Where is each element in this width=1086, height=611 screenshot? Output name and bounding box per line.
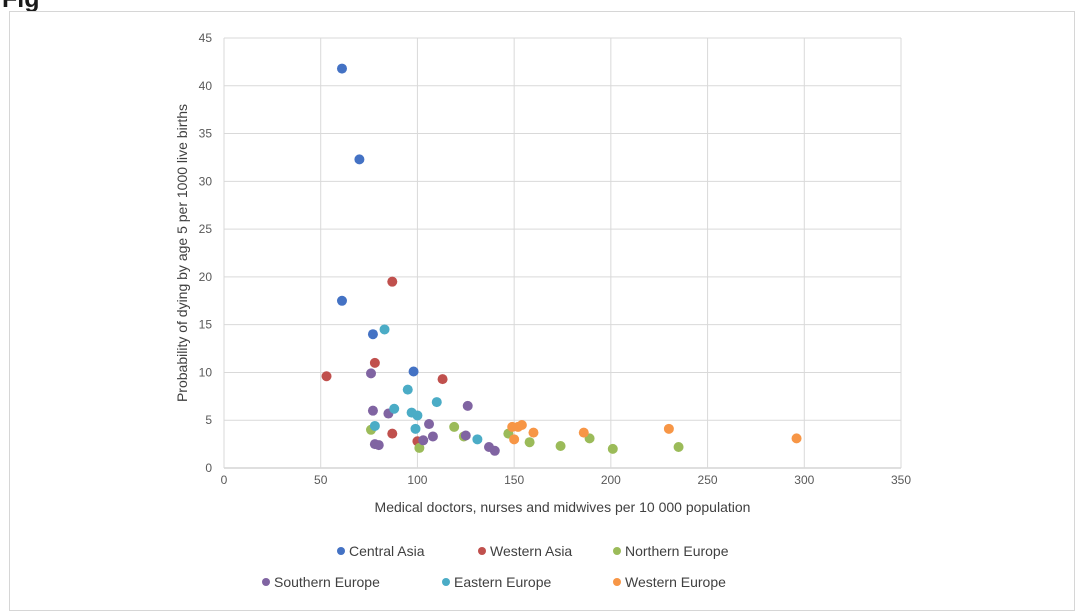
point-eastern-europe [472, 434, 483, 445]
legend-label: Eastern Europe [454, 574, 551, 590]
x-tick-label: 200 [601, 473, 621, 487]
y-tick-labels: 0 5 10 15 20 25 30 35 40 45 [199, 31, 213, 475]
point-western-europe [516, 420, 527, 430]
y-tick-label: 45 [199, 31, 213, 45]
point-eastern-europe [410, 423, 421, 434]
x-tick-label: 300 [794, 473, 814, 487]
point-central-asia [354, 154, 365, 165]
point-western-europe [509, 434, 520, 445]
data-points [321, 63, 802, 456]
y-tick-label: 10 [199, 365, 213, 379]
legend-item-western-asia: Western Asia [478, 543, 572, 559]
point-southern-europe [424, 419, 435, 430]
point-northern-europe [449, 421, 460, 432]
x-tick-label: 350 [891, 473, 911, 487]
point-eastern-europe [379, 324, 390, 335]
y-tick-label: 40 [199, 79, 213, 93]
point-central-asia [336, 295, 347, 306]
legend-item-eastern-europe: Eastern Europe [442, 574, 551, 590]
x-tick-label: 50 [314, 473, 328, 487]
point-northern-europe [673, 441, 684, 452]
legend-label: Western Europe [625, 574, 726, 590]
legend-label: Western Asia [490, 543, 572, 559]
point-southern-europe [367, 405, 378, 416]
figure-title: Fig [2, 0, 40, 12]
point-western-europe [791, 433, 802, 444]
point-eastern-europe [412, 410, 423, 421]
legend-marker [442, 578, 450, 586]
y-tick-label: 35 [199, 127, 213, 141]
legend: Central Asia Western Asia Northern Europe S… [262, 543, 729, 590]
x-axis-label: Medical doctors, nurses and midwives per… [375, 499, 751, 515]
y-tick-label: 30 [199, 174, 213, 188]
point-northern-europe [524, 437, 535, 448]
y-tick-label: 20 [199, 270, 213, 284]
legend-item-western-europe: Western Europe [613, 574, 726, 590]
point-southern-europe [462, 400, 473, 411]
legend-item-northern-europe: Northern Europe [613, 543, 729, 559]
point-central-asia [367, 329, 378, 340]
point-southern-europe [427, 431, 438, 442]
legend-marker [262, 578, 270, 586]
legend-item-central-asia: Central Asia [337, 543, 425, 559]
point-western-europe [578, 427, 589, 438]
point-western-europe [663, 423, 674, 434]
top-strip: Fig [0, 0, 1086, 12]
point-central-asia [408, 366, 419, 377]
point-southern-europe [418, 435, 429, 446]
point-western-europe [528, 427, 539, 438]
legend-label: Northern Europe [625, 543, 729, 559]
y-tick-label: 25 [199, 222, 213, 236]
y-axis-label: Probability of dying by age 5 per 1000 l… [174, 104, 190, 402]
point-northern-europe [607, 443, 618, 454]
point-eastern-europe [431, 397, 442, 408]
point-western-asia [437, 374, 448, 385]
point-western-asia [369, 357, 380, 368]
legend-marker [478, 547, 486, 555]
chart-frame [9, 11, 1075, 611]
point-eastern-europe [402, 384, 413, 395]
y-tick-label: 0 [205, 461, 212, 475]
point-western-asia [387, 428, 398, 439]
legend-label: Central Asia [349, 543, 425, 559]
x-tick-label: 150 [504, 473, 524, 487]
legend-marker [613, 578, 621, 586]
legend-label: Southern Europe [274, 574, 380, 590]
x-tick-labels: 0 50 100 150 200 250 300 350 [221, 473, 912, 487]
legend-marker [613, 547, 621, 555]
point-western-asia [321, 371, 332, 382]
point-southern-europe [489, 445, 500, 456]
y-tick-label: 15 [199, 318, 213, 332]
point-central-asia [336, 63, 347, 74]
point-southern-europe [373, 440, 384, 451]
point-eastern-europe [389, 403, 400, 414]
x-tick-label: 250 [698, 473, 718, 487]
point-southern-europe [460, 430, 471, 441]
point-western-asia [387, 276, 398, 287]
legend-item-southern-europe: Southern Europe [262, 574, 380, 590]
point-eastern-europe [369, 420, 380, 431]
point-southern-europe [366, 368, 377, 379]
legend-marker [337, 547, 345, 555]
y-tick-label: 5 [205, 413, 212, 427]
x-tick-label: 100 [407, 473, 427, 487]
x-tick-label: 0 [221, 473, 228, 487]
gridlines [223, 37, 902, 469]
point-northern-europe [414, 442, 425, 453]
point-northern-europe [555, 441, 566, 452]
